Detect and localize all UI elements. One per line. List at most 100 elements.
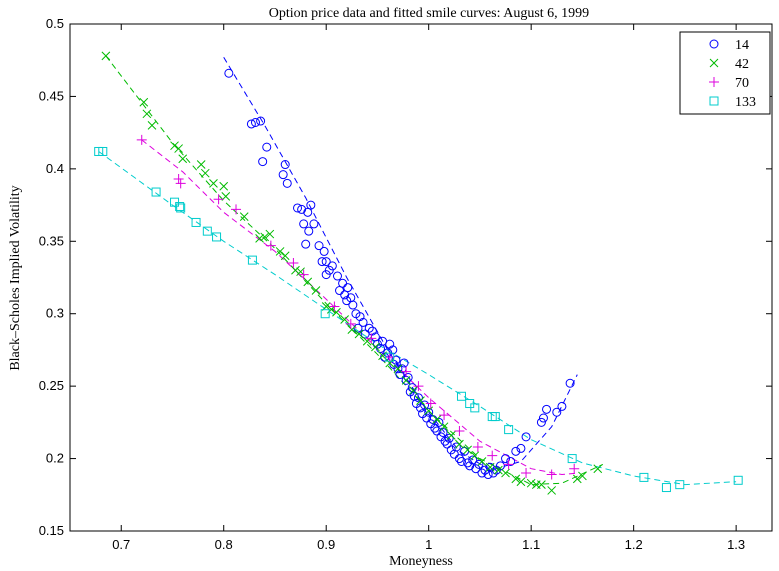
data-point-14 — [262, 142, 272, 152]
data-point-14 — [224, 68, 234, 78]
data-point-14 — [403, 372, 413, 382]
data-point-14 — [542, 404, 552, 414]
data-point-14 — [348, 300, 358, 310]
data-point-14 — [468, 455, 478, 465]
data-point-133 — [151, 187, 161, 197]
data-point-70 — [521, 468, 532, 479]
data-point-133 — [247, 255, 257, 265]
data-point-42 — [501, 468, 510, 478]
data-point-42 — [219, 181, 229, 191]
data-point-14 — [321, 257, 331, 267]
data-point-14 — [516, 443, 526, 453]
data-point-42 — [139, 97, 149, 107]
legend-label-42: 42 — [735, 57, 749, 72]
y-tick-label: 0.15 — [39, 523, 64, 538]
data-point-14 — [552, 407, 562, 417]
data-point-42 — [340, 315, 350, 324]
data-point-70 — [288, 258, 299, 269]
data-point-14 — [485, 462, 495, 472]
data-point-42 — [347, 325, 357, 335]
data-point-14 — [355, 312, 365, 322]
x-axis-label: Moneyness — [389, 554, 453, 569]
data-point-14 — [444, 433, 454, 443]
data-point-14 — [420, 400, 430, 410]
data-point-14 — [438, 427, 448, 437]
data-point-42 — [537, 480, 546, 489]
data-point-14 — [321, 270, 331, 280]
data-point-14 — [278, 170, 288, 180]
fit-curve-133 — [98, 151, 737, 486]
data-point-14 — [521, 432, 531, 442]
data-point-42 — [526, 478, 536, 488]
data-point-14 — [306, 200, 316, 210]
data-point-42 — [578, 471, 587, 481]
data-point-70 — [472, 441, 483, 452]
data-point-42 — [275, 247, 285, 256]
data-point-42 — [516, 477, 526, 487]
y-axis-label: Black–Scholes Implied Volatility — [8, 185, 23, 370]
chart-title: Option price data and fitted smile curve… — [269, 6, 589, 21]
x-tick-label: 0.7 — [112, 537, 130, 552]
data-point-70 — [401, 366, 412, 377]
data-point-70 — [454, 426, 465, 437]
data-point-14 — [388, 345, 398, 355]
data-point-14 — [506, 456, 516, 466]
data-point-14 — [465, 461, 475, 471]
fit-curve-14 — [223, 57, 578, 471]
data-point-14 — [456, 456, 466, 466]
y-tick-label: 0.45 — [39, 88, 64, 103]
data-point-70 — [439, 410, 450, 421]
data-point-133 — [191, 217, 201, 227]
axis-ticks: 0.7 0.8 0.9 1 1.1 1.2 1.3 0.15 0.2 0.25 0.3 0.35 0.4… — [39, 16, 772, 552]
data-point-70 — [298, 269, 309, 280]
x-tick-label: 1.1 — [522, 537, 540, 552]
data-point-14 — [557, 401, 567, 411]
data-point-14 — [565, 378, 575, 388]
y-tick-label: 0.2 — [46, 451, 64, 466]
data-point-14 — [399, 358, 409, 368]
data-point-42 — [485, 462, 495, 472]
legend-label-133: 133 — [735, 95, 756, 110]
legend-label-70: 70 — [735, 76, 749, 91]
data-point-14 — [474, 459, 484, 469]
data-point-14 — [342, 296, 352, 306]
data-points — [94, 51, 743, 495]
y-tick-label: 0.3 — [46, 306, 64, 321]
data-point-70 — [329, 301, 340, 312]
data-point-14 — [391, 355, 401, 365]
data-point-42 — [439, 422, 449, 432]
data-point-133 — [733, 475, 743, 485]
data-point-14 — [424, 407, 434, 417]
data-point-133 — [456, 391, 466, 401]
data-point-133 — [567, 454, 577, 464]
data-point-42 — [401, 375, 411, 385]
data-point-133 — [675, 480, 685, 490]
data-point-14 — [299, 219, 309, 229]
y-tick-label: 0.5 — [46, 16, 64, 31]
data-point-42 — [200, 168, 210, 178]
data-point-14 — [358, 317, 368, 327]
data-point-14 — [280, 160, 290, 170]
data-point-42 — [424, 406, 434, 416]
data-point-14 — [282, 178, 292, 188]
data-point-70 — [546, 469, 557, 480]
data-point-70 — [569, 463, 580, 474]
data-point-14 — [297, 204, 307, 214]
data-point-14 — [477, 468, 487, 478]
data-point-42 — [239, 212, 249, 222]
data-point-42 — [332, 307, 341, 317]
data-point-42 — [280, 251, 290, 261]
plot-area — [69, 23, 773, 532]
x-tick-label: 1 — [425, 537, 432, 552]
y-tick-label: 0.25 — [39, 378, 64, 393]
fit-curve-42 — [105, 55, 604, 486]
data-point-70 — [213, 194, 224, 205]
data-point-14 — [393, 364, 403, 374]
data-point-42 — [170, 141, 179, 151]
data-point-14 — [495, 461, 505, 471]
data-point-133 — [504, 425, 514, 435]
data-point-42 — [385, 358, 395, 368]
data-point-42 — [446, 431, 456, 440]
data-point-133 — [320, 309, 330, 319]
